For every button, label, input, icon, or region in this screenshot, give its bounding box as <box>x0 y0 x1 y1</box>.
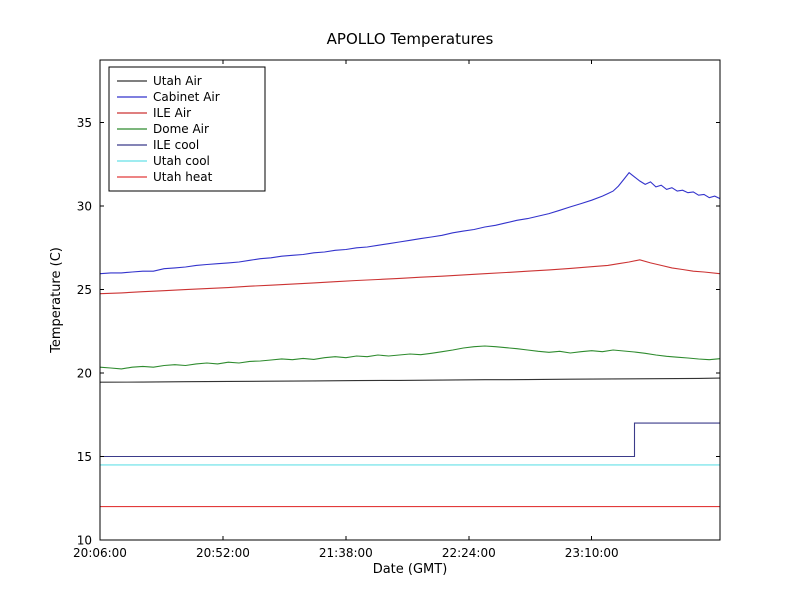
plot-area: 10 15 20 25 30 35 20:06:00 20:52:00 21:38:00 22:2… <box>73 59 721 560</box>
x-axis-label: Date (GMT) <box>373 562 448 577</box>
series-cabinet-air <box>99 171 721 275</box>
x-tick-label: 22:24:00 <box>442 546 496 560</box>
plot-frame <box>99 59 721 541</box>
chart-title: APOLLO Temperatures <box>327 30 494 48</box>
legend-label-utah-air: Utah Air <box>153 74 202 88</box>
legend-label-ile-air: ILE Air <box>153 106 191 120</box>
x-tick-label: 20:52:00 <box>196 546 250 560</box>
legend-label-utah-cool: Utah cool <box>153 154 210 168</box>
series-dome-air <box>99 345 721 370</box>
y-tick-label: 10 <box>77 534 92 548</box>
x-tick-label: 20:06:00 <box>73 546 127 560</box>
y-tick-label: 35 <box>77 116 92 130</box>
y-tick-label: 30 <box>77 200 92 214</box>
y-tick-label: 20 <box>77 367 92 381</box>
legend-label-utah-heat: Utah heat <box>153 170 213 184</box>
series-utah-air <box>99 377 721 383</box>
y-axis-label: Temperature (C) <box>49 247 64 354</box>
legend-label-cabinet-air: Cabinet Air <box>153 90 220 104</box>
series-ile-air <box>99 259 721 295</box>
x-tick-label: 23:10:00 <box>565 546 619 560</box>
y-tick-label: 15 <box>77 450 92 464</box>
series-ile-cool <box>100 422 720 458</box>
x-tick-label: 21:38:00 <box>319 546 373 560</box>
y-tick-label: 25 <box>77 283 92 297</box>
legend-label-ile-cool: ILE cool <box>153 138 199 152</box>
legend-label-dome-air: Dome Air <box>153 122 209 136</box>
